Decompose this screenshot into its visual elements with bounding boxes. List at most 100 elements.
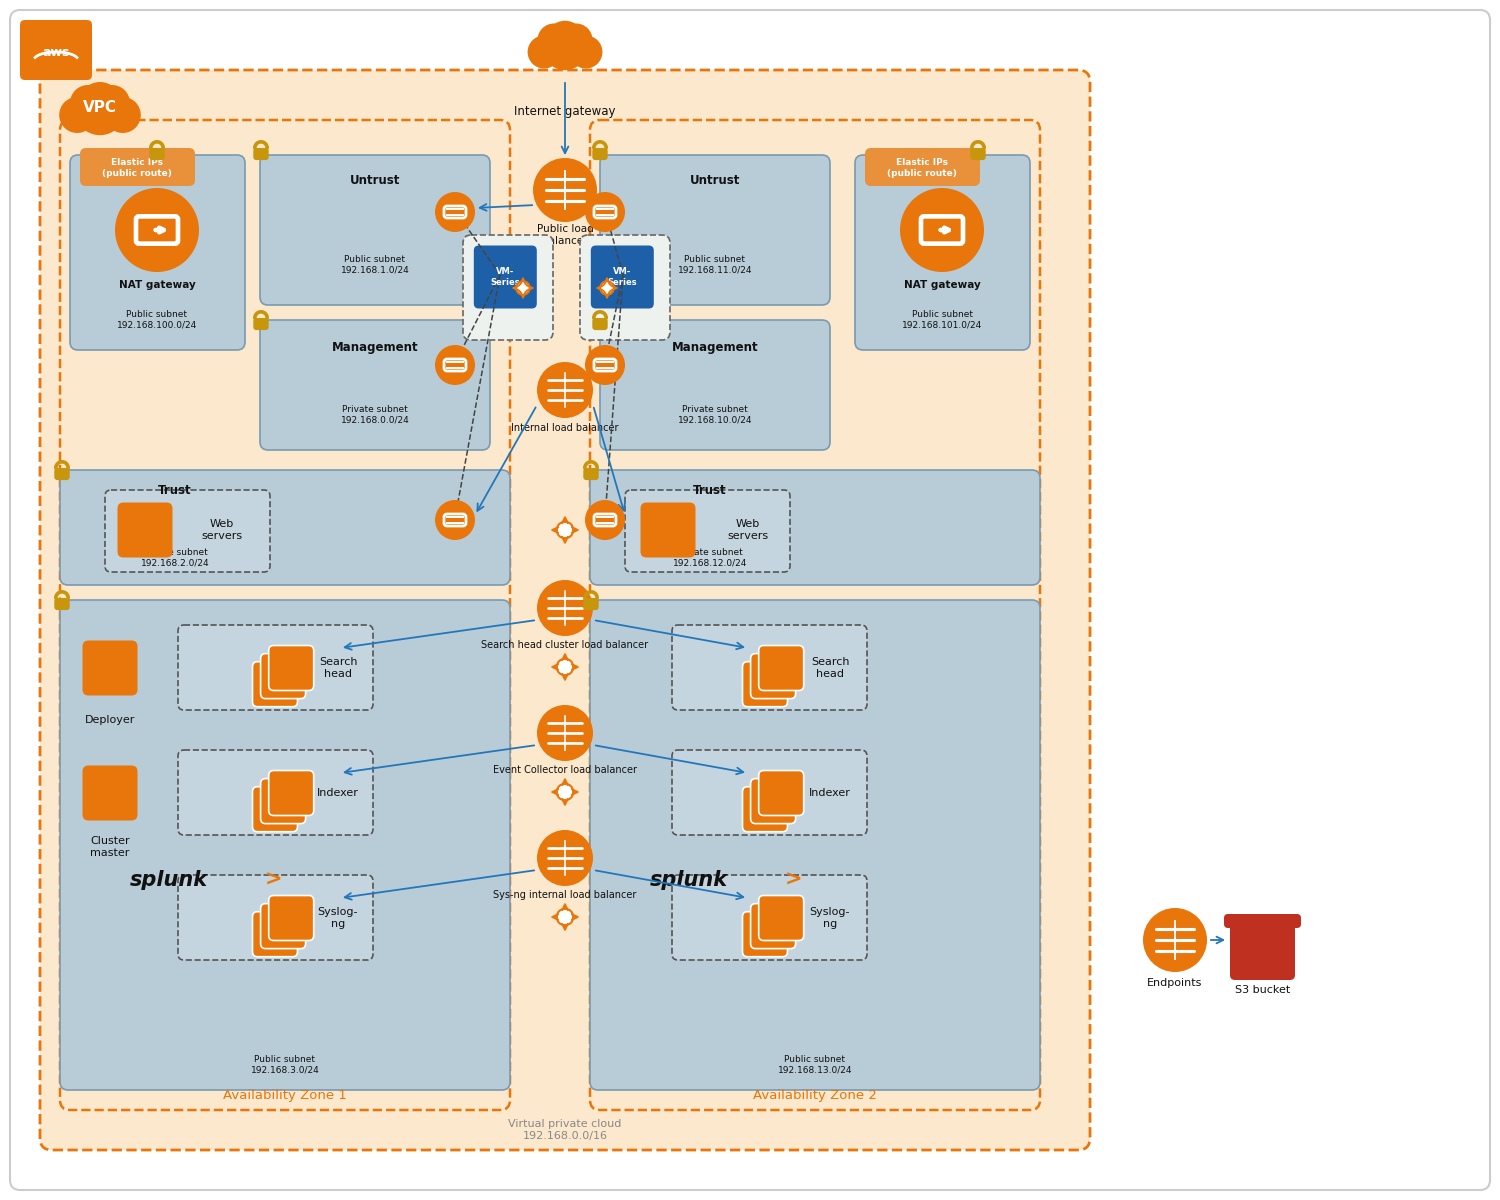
- FancyBboxPatch shape: [178, 875, 374, 960]
- Text: Internal load balancer: Internal load balancer: [512, 422, 618, 433]
- Text: S3 bucket: S3 bucket: [1236, 985, 1290, 995]
- FancyBboxPatch shape: [742, 912, 788, 956]
- Circle shape: [105, 97, 141, 133]
- Circle shape: [537, 704, 592, 761]
- Text: Availability Zone 1: Availability Zone 1: [224, 1088, 346, 1102]
- Circle shape: [528, 36, 561, 68]
- Circle shape: [570, 36, 603, 68]
- Text: Elastic IPs
(public route): Elastic IPs (public route): [102, 158, 172, 178]
- Circle shape: [516, 281, 530, 295]
- Text: NAT gateway: NAT gateway: [903, 280, 981, 290]
- Text: Trust: Trust: [693, 484, 728, 497]
- Circle shape: [532, 158, 597, 222]
- FancyBboxPatch shape: [70, 155, 244, 350]
- Text: Untrust: Untrust: [350, 174, 400, 186]
- FancyBboxPatch shape: [672, 750, 867, 835]
- Circle shape: [546, 20, 585, 59]
- Text: Public subnet
192.168.3.0/24: Public subnet 192.168.3.0/24: [251, 1055, 320, 1075]
- FancyBboxPatch shape: [759, 770, 804, 816]
- FancyBboxPatch shape: [759, 895, 804, 941]
- Text: aws: aws: [42, 47, 69, 60]
- FancyBboxPatch shape: [1224, 914, 1300, 928]
- FancyBboxPatch shape: [865, 148, 980, 186]
- FancyBboxPatch shape: [750, 654, 795, 698]
- Circle shape: [537, 362, 592, 418]
- Text: Trust: Trust: [158, 484, 192, 497]
- Text: Sys-ng internal load balancer: Sys-ng internal load balancer: [494, 890, 636, 900]
- Circle shape: [435, 192, 476, 232]
- Circle shape: [70, 85, 106, 121]
- Circle shape: [585, 500, 626, 540]
- Circle shape: [556, 522, 573, 539]
- FancyBboxPatch shape: [261, 779, 306, 823]
- Text: VM-
Series: VM- Series: [490, 268, 520, 287]
- Text: Indexer: Indexer: [316, 788, 358, 798]
- Circle shape: [1143, 908, 1208, 972]
- Text: Indexer: Indexer: [808, 788, 850, 798]
- FancyBboxPatch shape: [474, 246, 537, 308]
- FancyBboxPatch shape: [254, 318, 268, 330]
- FancyBboxPatch shape: [742, 787, 788, 832]
- FancyBboxPatch shape: [970, 148, 986, 160]
- FancyBboxPatch shape: [254, 148, 268, 160]
- FancyBboxPatch shape: [268, 646, 314, 690]
- FancyBboxPatch shape: [252, 912, 297, 956]
- FancyBboxPatch shape: [252, 787, 297, 832]
- Circle shape: [94, 85, 130, 121]
- Circle shape: [537, 580, 592, 636]
- FancyBboxPatch shape: [20, 20, 92, 80]
- FancyBboxPatch shape: [590, 600, 1040, 1090]
- FancyBboxPatch shape: [759, 646, 804, 690]
- Circle shape: [585, 346, 626, 385]
- Circle shape: [556, 908, 573, 925]
- Circle shape: [537, 830, 592, 886]
- Text: Syslog-
ng: Syslog- ng: [810, 907, 850, 929]
- FancyBboxPatch shape: [590, 470, 1040, 584]
- FancyBboxPatch shape: [672, 625, 867, 710]
- FancyBboxPatch shape: [600, 155, 830, 305]
- Circle shape: [556, 659, 573, 676]
- FancyBboxPatch shape: [584, 598, 598, 610]
- FancyBboxPatch shape: [40, 70, 1090, 1150]
- Circle shape: [58, 97, 94, 133]
- Text: >: >: [266, 870, 282, 890]
- Text: VM-
Series: VM- Series: [608, 268, 638, 287]
- FancyBboxPatch shape: [750, 904, 795, 948]
- Text: Virtual private cloud
192.168.0.0/16: Virtual private cloud 192.168.0.0/16: [509, 1120, 621, 1141]
- FancyBboxPatch shape: [178, 625, 374, 710]
- FancyBboxPatch shape: [464, 235, 554, 340]
- Text: NAT gateway: NAT gateway: [118, 280, 195, 290]
- FancyBboxPatch shape: [60, 470, 510, 584]
- Text: Cluster
master: Cluster master: [90, 836, 130, 858]
- Text: Web
servers: Web servers: [728, 520, 768, 541]
- FancyBboxPatch shape: [150, 148, 165, 160]
- Text: Search
head: Search head: [810, 658, 849, 679]
- FancyBboxPatch shape: [591, 246, 654, 308]
- FancyBboxPatch shape: [261, 654, 306, 698]
- FancyBboxPatch shape: [672, 875, 867, 960]
- FancyBboxPatch shape: [252, 661, 297, 707]
- FancyBboxPatch shape: [10, 10, 1490, 1190]
- FancyBboxPatch shape: [584, 468, 598, 480]
- FancyBboxPatch shape: [580, 235, 670, 340]
- FancyBboxPatch shape: [268, 895, 314, 941]
- Text: Web
servers: Web servers: [201, 520, 243, 541]
- FancyBboxPatch shape: [268, 770, 314, 816]
- FancyBboxPatch shape: [261, 904, 306, 948]
- FancyBboxPatch shape: [105, 490, 270, 572]
- FancyBboxPatch shape: [640, 503, 696, 558]
- Circle shape: [560, 24, 592, 56]
- Text: >: >: [784, 870, 802, 890]
- Circle shape: [556, 784, 573, 800]
- Circle shape: [75, 85, 124, 136]
- Text: Endpoints: Endpoints: [1148, 978, 1203, 988]
- Circle shape: [900, 188, 984, 272]
- FancyBboxPatch shape: [1230, 920, 1294, 980]
- Text: Private subnet
192.168.10.0/24: Private subnet 192.168.10.0/24: [678, 406, 752, 425]
- Text: Public subnet
192.168.1.0/24: Public subnet 192.168.1.0/24: [340, 256, 410, 275]
- FancyBboxPatch shape: [750, 779, 795, 823]
- Text: Syslog-
ng: Syslog- ng: [318, 907, 358, 929]
- FancyBboxPatch shape: [80, 148, 195, 186]
- Text: Public subnet
192.168.13.0/24: Public subnet 192.168.13.0/24: [777, 1055, 852, 1075]
- FancyBboxPatch shape: [592, 318, 608, 330]
